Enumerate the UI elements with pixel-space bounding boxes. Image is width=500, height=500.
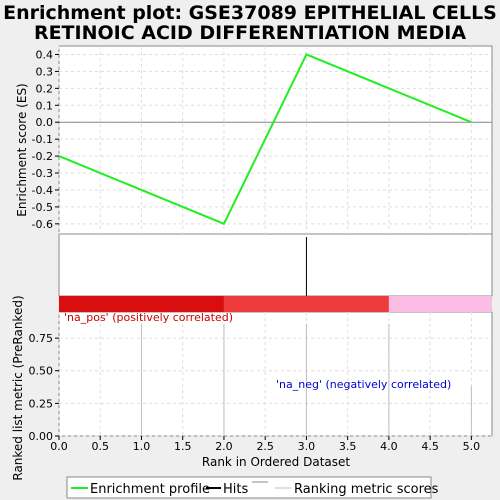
chart-title-line-2: RETINOIC ACID DIFFERENTIATION MEDIA xyxy=(34,22,466,44)
correlation-band-0 xyxy=(59,296,224,312)
es-y-tick-label-0: 0.4 xyxy=(36,48,54,61)
x-tick-label-1: 0.5 xyxy=(91,440,109,453)
es-y-tick-label-1: 0.3 xyxy=(36,65,54,78)
x-tick-label-6: 3.0 xyxy=(298,440,316,453)
ranked-y-ticks: 0.00 0.25 0.50 0.75 xyxy=(29,332,59,443)
x-tick-label-10: 5.0 xyxy=(463,440,481,453)
chart-title-line-1: Enrichment plot: GSE37089 EPITHELIAL CEL… xyxy=(3,2,497,24)
x-tick-label-0: 0.0 xyxy=(50,440,68,453)
legend-ranking-metric-label: Ranking metric scores xyxy=(294,482,439,497)
correlation-band-1 xyxy=(223,296,389,312)
legend: Enrichment profile Hits Ranking metric s… xyxy=(66,476,439,499)
es-y-tick-label-5: -0.1 xyxy=(32,133,53,146)
es-y-tick-label-6: -0.2 xyxy=(32,150,53,163)
correlation-band-2 xyxy=(388,296,492,312)
x-tick-label-2: 1.0 xyxy=(133,440,151,453)
x-tick-label-8: 4.0 xyxy=(380,440,398,453)
es-panel xyxy=(58,45,493,235)
x-tick-label-5: 2.5 xyxy=(256,440,274,453)
ranked-y-axis-label: Ranked list metric (PreRanked) xyxy=(11,295,25,480)
x-tick-label-9: 4.5 xyxy=(421,440,439,453)
es-y-tick-label-8: -0.4 xyxy=(32,184,53,197)
es-y-ticks: 0.4 0.3 0.2 0.1 0.0 -0.1 -0.2 -0.3 -0.4 -0.5 -0.6 xyxy=(32,48,59,231)
legend-enrichment-profile-label: Enrichment profile xyxy=(90,482,210,497)
ranked-panel xyxy=(58,311,493,437)
es-y-tick-label-4: 0.0 xyxy=(36,116,54,129)
es-y-tick-label-2: 0.2 xyxy=(36,82,54,95)
annotation-negatively-correlated: 'na_neg' (negatively correlated) xyxy=(276,378,451,391)
ranked-y-tick-label-3: 0.75 xyxy=(29,332,54,345)
correlation-bands xyxy=(59,296,492,312)
x-tick-label-7: 3.5 xyxy=(339,440,357,453)
ranked-scores-layer xyxy=(140,323,472,436)
ranked-y-tick-label-1: 0.25 xyxy=(29,397,54,410)
annotation-positively-correlated: 'na_pos' (positively correlated) xyxy=(64,311,233,324)
legend-hits-label: Hits xyxy=(223,482,248,497)
x-tick-label-4: 2.0 xyxy=(215,440,233,453)
ranked-y-tick-label-2: 0.50 xyxy=(29,365,54,378)
x-tick-label-3: 1.5 xyxy=(174,440,192,453)
enrichment-profile-line xyxy=(58,53,472,226)
es-y-tick-label-10: -0.6 xyxy=(32,218,53,231)
x-ticks: 0.0 0.5 1.0 1.5 2.0 2.5 3.0 3.5 4.0 4.5 5.0 xyxy=(50,436,480,453)
es-y-tick-label-9: -0.5 xyxy=(32,201,53,214)
x-axis-label: Rank in Ordered Dataset xyxy=(202,455,350,469)
legend-box xyxy=(66,476,432,499)
es-y-tick-label-7: -0.3 xyxy=(32,167,53,180)
es-y-tick-label-3: 0.1 xyxy=(36,99,54,112)
hits-panel xyxy=(58,233,493,297)
es-y-axis-label: Enrichment score (ES) xyxy=(15,83,29,216)
ranked-y-tick-label-0: 0.00 xyxy=(29,430,54,443)
